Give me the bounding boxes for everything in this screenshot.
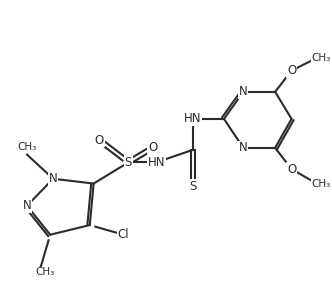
Text: O: O bbox=[287, 162, 296, 176]
Text: O: O bbox=[95, 134, 104, 147]
Text: N: N bbox=[239, 141, 248, 154]
Text: N: N bbox=[239, 85, 248, 98]
Text: N: N bbox=[23, 199, 32, 212]
Text: S: S bbox=[189, 180, 197, 193]
Text: O: O bbox=[148, 141, 157, 154]
Text: CH₃: CH₃ bbox=[36, 267, 55, 277]
Text: CH₃: CH₃ bbox=[17, 142, 37, 152]
Text: O: O bbox=[287, 64, 296, 77]
Text: S: S bbox=[125, 156, 132, 169]
Text: Cl: Cl bbox=[118, 228, 129, 241]
Text: HN: HN bbox=[148, 156, 165, 169]
Text: CH₃: CH₃ bbox=[312, 53, 331, 63]
Text: N: N bbox=[49, 172, 57, 185]
Text: HN: HN bbox=[184, 113, 202, 125]
Text: CH₃: CH₃ bbox=[312, 179, 331, 189]
